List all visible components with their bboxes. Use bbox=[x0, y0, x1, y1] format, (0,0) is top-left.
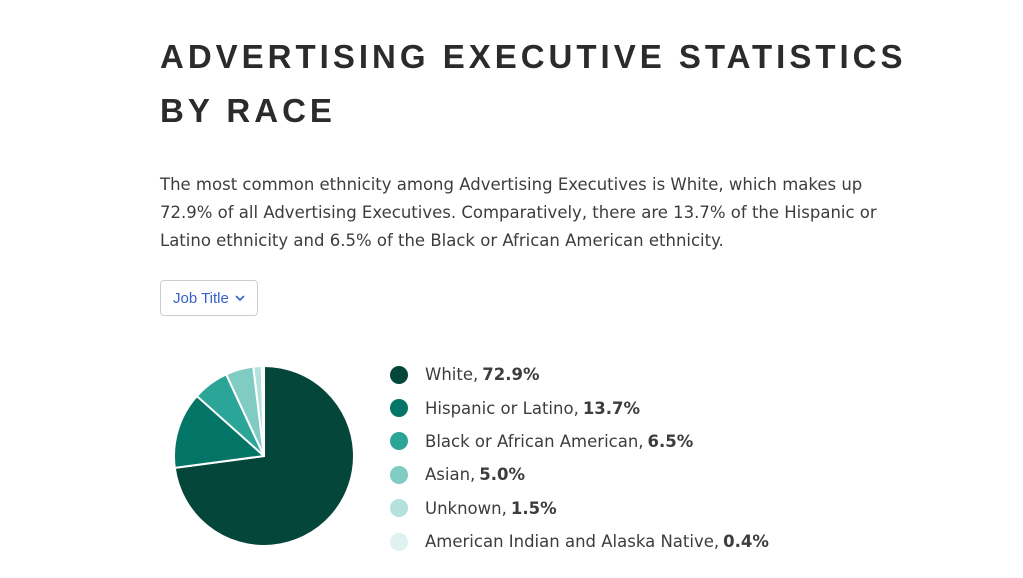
legend-swatch bbox=[390, 432, 408, 451]
pie-slice-american-indian-and-alaska-native bbox=[260, 365, 265, 457]
pie-slice-hispanic-or-latino bbox=[173, 395, 265, 469]
legend-swatch bbox=[390, 365, 408, 384]
legend-label: Black or African American bbox=[425, 431, 639, 451]
job-title-dropdown[interactable]: Job Title bbox=[160, 280, 258, 316]
legend-swatch bbox=[390, 532, 408, 551]
legend-value: 0.4% bbox=[723, 532, 769, 552]
legend-value: 72.9% bbox=[482, 365, 540, 385]
legend-item: Black or African American, 6.5% bbox=[390, 425, 769, 458]
race-pie-chart bbox=[173, 365, 355, 547]
legend-value: 1.5% bbox=[510, 498, 557, 518]
job-title-dropdown-label: Job Title bbox=[173, 289, 229, 307]
legend-value: 5.0% bbox=[479, 465, 526, 485]
legend-label: White bbox=[425, 365, 473, 385]
legend-item: White, 72.9% bbox=[390, 358, 769, 391]
page-title: ADVERTISING EXECUTIVE STATISTICS BY RACE bbox=[160, 38, 907, 129]
legend-item: Asian, 5.0% bbox=[390, 458, 769, 491]
description-text: The most common ethnicity among Advertis… bbox=[160, 175, 877, 250]
legend-label: Unknown bbox=[425, 498, 502, 518]
legend-label: American Indian and Alaska Native bbox=[425, 532, 714, 552]
legend-label: Asian bbox=[425, 465, 471, 485]
legend-label: Hispanic or Latino bbox=[425, 398, 574, 418]
legend-swatch bbox=[390, 399, 408, 418]
chevron-down-icon bbox=[235, 295, 245, 301]
legend-item: Unknown, 1.5% bbox=[390, 492, 769, 525]
legend-value: 6.5% bbox=[647, 431, 694, 451]
legend-item: American Indian and Alaska Native, 0.4% bbox=[390, 525, 769, 558]
chart-legend: White, 72.9% Hispanic or Latino, 13.7% Black… bbox=[390, 358, 769, 558]
legend-swatch bbox=[390, 499, 408, 518]
legend-item: Hispanic or Latino, 13.7% bbox=[390, 391, 769, 424]
legend-swatch bbox=[390, 465, 408, 484]
legend-value: 13.7% bbox=[582, 398, 641, 418]
